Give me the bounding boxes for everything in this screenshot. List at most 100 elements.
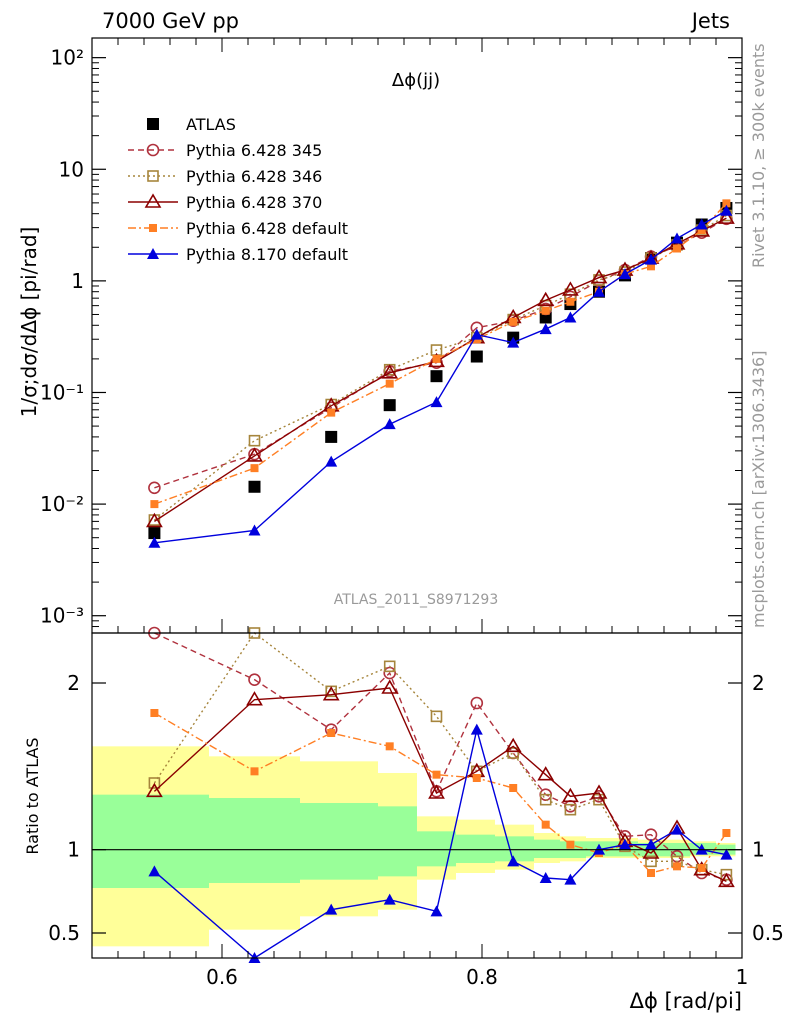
header-left: 7000 GeV pp	[102, 9, 239, 33]
ratio-y-tick-label: 0.5	[48, 921, 80, 945]
main-point-pythia-8-170-default	[430, 396, 443, 408]
ratio-point-pythia-6-428-default	[509, 784, 518, 792]
legend-marker-pythia-8-170-default	[147, 248, 159, 259]
ratio-point-pythia-6-428-346	[148, 777, 161, 789]
main-point-atlas	[383, 399, 396, 412]
main-point-pythia-8-170-default	[507, 336, 520, 348]
ratio-line-pythia-6-428-370	[153, 687, 727, 882]
main-point-atlas	[325, 430, 338, 443]
main-point-pythia-6-428-370	[246, 447, 263, 462]
main-point-pythia-6-428-346	[248, 434, 261, 447]
legend-marker-atlas	[147, 118, 159, 130]
main-point-pythia-6-428-default	[722, 199, 731, 208]
main-point-pythia-6-428-default	[541, 306, 550, 315]
ratio-point-pythia-6-428-346	[539, 793, 552, 806]
x-tick-label: 0.6	[206, 965, 238, 989]
ratio-point-pythia-6-428-370	[537, 766, 555, 781]
analysis-watermark: ATLAS_2011_S8971293	[334, 592, 499, 608]
main-point-atlas	[430, 370, 443, 383]
ratio-point-pythia-6-428-346	[564, 803, 577, 816]
main-y-tick-label: 10²	[51, 46, 84, 70]
ratio-frame	[91, 632, 743, 959]
main-point-pythia-8-170-default	[383, 418, 396, 430]
green-band-bin	[456, 834, 495, 863]
x-axis-label: Δϕ [rad/pi]	[630, 989, 742, 1013]
ratio-y-tick-label-right: 0.5	[752, 921, 784, 945]
main-y-tick-label: 10	[59, 157, 84, 181]
ratio-point-pythia-6-428-370	[718, 872, 735, 888]
plot-title: Δϕ(jj)	[392, 70, 440, 91]
main-point-pythia-6-428-370	[537, 291, 555, 307]
legend-label-pythia-6-428-346: Pythia 6.428 346	[186, 167, 322, 186]
ratio-point-pythia-6-428-default	[472, 774, 481, 782]
legend-label-pythia-6-428-370: Pythia 6.428 370	[186, 193, 322, 212]
legend-label-pythia-6-428-default: Pythia 6.428 default	[186, 219, 348, 238]
ratio-point-pythia-6-428-346	[593, 793, 605, 806]
main-point-pythia-6-428-default	[673, 244, 681, 253]
ratio-point-pythia-6-428-default	[385, 742, 394, 751]
main-y-tick-label: 10⁻²	[40, 492, 84, 516]
main-y-tick-label: 10⁻¹	[40, 380, 84, 404]
ratio-point-pythia-6-428-370	[642, 844, 660, 859]
ratio-point-pythia-6-428-default	[432, 770, 441, 779]
ratio-point-pythia-6-428-346	[720, 868, 733, 881]
legend-marker-pythia-6-428-345	[146, 143, 160, 157]
ratio-point-pythia-6-428-default	[541, 820, 550, 829]
ratio-y-tick-label-right: 2	[752, 671, 765, 695]
legend-label-atlas: ATLAS	[186, 115, 236, 134]
ratio-point-pythia-6-428-346	[430, 710, 443, 723]
ratio-point-pythia-8-170-default	[507, 855, 520, 867]
ratio-point-pythia-6-428-370	[381, 679, 399, 694]
ratio-point-pythia-6-428-default	[150, 709, 159, 717]
main-point-atlas	[248, 480, 261, 493]
main-point-pythia-6-428-default	[697, 226, 706, 235]
ratio-point-pythia-8-170-default	[383, 893, 396, 905]
legend-marker-pythia-6-428-default	[149, 224, 157, 232]
ratio-point-pythia-8-170-default	[325, 903, 338, 915]
ratio-point-pythia-6-428-370	[504, 737, 522, 753]
ratio-point-pythia-8-170-default	[619, 838, 631, 850]
ratio-point-pythia-8-170-default	[671, 823, 683, 835]
mcplots-label: mcplots.cern.ch [arXiv:1306.3436]	[749, 351, 768, 628]
green-band-bin	[378, 806, 417, 877]
main-point-pythia-6-428-default	[432, 354, 441, 363]
main-point-pythia-8-170-default	[248, 524, 261, 536]
main-point-pythia-6-428-370	[146, 512, 163, 528]
ratio-point-pythia-6-428-default	[722, 829, 731, 837]
ratio-point-pythia-6-428-346	[645, 855, 657, 868]
ratio-point-pythia-6-428-345	[470, 696, 484, 710]
main-point-pythia-8-170-default	[539, 323, 552, 335]
ratio-point-pythia-6-428-default	[697, 864, 706, 872]
header-right: Jets	[690, 9, 730, 33]
ratio-point-pythia-6-428-345	[248, 673, 261, 686]
ratio-point-pythia-6-428-345	[383, 666, 397, 680]
main-point-pythia-6-428-default	[150, 500, 159, 509]
legend-label-pythia-6-428-345: Pythia 6.428 345	[186, 141, 322, 160]
ratio-point-pythia-6-428-default	[327, 729, 336, 737]
green-band-bin	[209, 798, 300, 883]
main-point-pythia-6-428-370	[381, 364, 399, 379]
legend-marker-pythia-6-428-346	[147, 170, 159, 182]
green-band-bin	[92, 794, 209, 888]
ratio-point-pythia-8-170-default	[430, 905, 443, 917]
legend-marker-pythia-6-428-370	[144, 193, 162, 208]
main-y-tick-label: 10⁻³	[40, 604, 84, 628]
x-tick-label: 1	[736, 965, 749, 989]
main-point-pythia-6-428-default	[250, 464, 259, 473]
main-point-pythia-6-428-default	[385, 379, 394, 388]
ratio-point-pythia-8-170-default	[564, 873, 577, 885]
main-point-pythia-6-428-370	[590, 269, 608, 284]
ratio-point-pythia-6-428-default	[566, 840, 575, 849]
ratio-point-pythia-8-170-default	[148, 865, 161, 877]
ratio-uncertainty-bands	[92, 746, 736, 947]
ratio-point-pythia-8-170-default	[470, 723, 483, 735]
ratio-point-pythia-8-170-default	[539, 872, 552, 883]
ratio-point-pythia-6-428-370	[428, 784, 445, 799]
main-point-pythia-6-428-default	[327, 408, 336, 417]
main-point-pythia-8-170-default	[645, 253, 657, 265]
ratio-point-pythia-6-428-370	[322, 686, 340, 701]
main-point-pythia-8-170-default	[695, 218, 708, 230]
main-point-atlas	[470, 350, 483, 363]
main-point-pythia-6-428-370	[718, 209, 735, 224]
